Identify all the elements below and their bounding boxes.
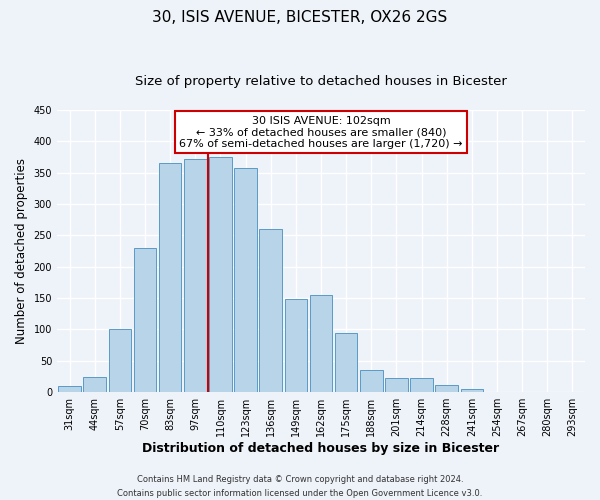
Title: Size of property relative to detached houses in Bicester: Size of property relative to detached ho… xyxy=(135,75,507,88)
Bar xyxy=(461,389,483,392)
Bar xyxy=(436,386,458,392)
Bar xyxy=(109,330,131,392)
Y-axis label: Number of detached properties: Number of detached properties xyxy=(15,158,28,344)
X-axis label: Distribution of detached houses by size in Bicester: Distribution of detached houses by size … xyxy=(142,442,500,455)
Bar xyxy=(58,386,81,392)
Bar xyxy=(159,164,181,392)
Text: Contains HM Land Registry data © Crown copyright and database right 2024.
Contai: Contains HM Land Registry data © Crown c… xyxy=(118,476,482,498)
Text: 30, ISIS AVENUE, BICESTER, OX26 2GS: 30, ISIS AVENUE, BICESTER, OX26 2GS xyxy=(152,10,448,25)
Bar xyxy=(385,378,408,392)
Bar xyxy=(410,378,433,392)
Bar xyxy=(209,157,232,392)
Bar xyxy=(310,295,332,392)
Bar xyxy=(335,332,358,392)
Bar xyxy=(259,229,282,392)
Bar xyxy=(360,370,383,392)
Bar xyxy=(83,376,106,392)
Bar xyxy=(284,300,307,392)
Text: 30 ISIS AVENUE: 102sqm
← 33% of detached houses are smaller (840)
67% of semi-de: 30 ISIS AVENUE: 102sqm ← 33% of detached… xyxy=(179,116,463,149)
Bar xyxy=(184,159,206,392)
Bar xyxy=(134,248,157,392)
Bar xyxy=(234,168,257,392)
